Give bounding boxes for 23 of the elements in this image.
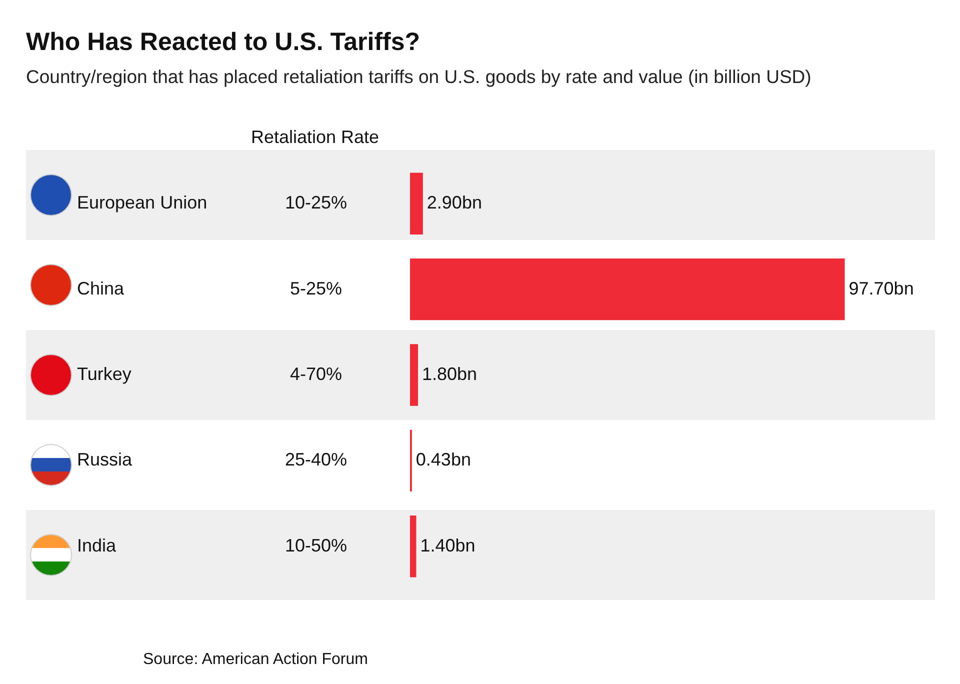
chart-subtitle: Country/region that has placed retaliation tariffs on U.S. goods by rate and value (in billion USD) xyxy=(26,66,812,88)
bar xyxy=(410,172,423,234)
data-label: 1.40bn xyxy=(420,535,476,556)
text: Retaliation Rate xyxy=(250,127,380,148)
y-tick-label: China xyxy=(77,278,126,298)
text: 25-40% xyxy=(284,450,348,470)
data-label: 2.90bn xyxy=(426,192,482,213)
y-tick-label: Russia xyxy=(77,450,134,470)
data-label: 0.43bn xyxy=(416,450,471,470)
text: 10-25% xyxy=(284,192,348,213)
y-tick-label: European Union xyxy=(77,192,208,213)
source-note: Source: American Action Forum xyxy=(143,651,368,669)
bar xyxy=(410,258,845,320)
y-tick-label: Turkey xyxy=(77,364,132,384)
data-label: 1.80bn xyxy=(422,364,478,384)
text: 10-50% xyxy=(284,535,348,556)
data-label: 97.70bn xyxy=(848,278,914,298)
chart-title: Who Has Reacted to U.S. Tariffs? xyxy=(26,28,420,57)
y-tick-label: India xyxy=(77,535,118,556)
text: 5-25% xyxy=(290,278,342,298)
text: 4-70% xyxy=(290,364,342,384)
bar xyxy=(410,344,418,406)
bar xyxy=(410,516,416,578)
